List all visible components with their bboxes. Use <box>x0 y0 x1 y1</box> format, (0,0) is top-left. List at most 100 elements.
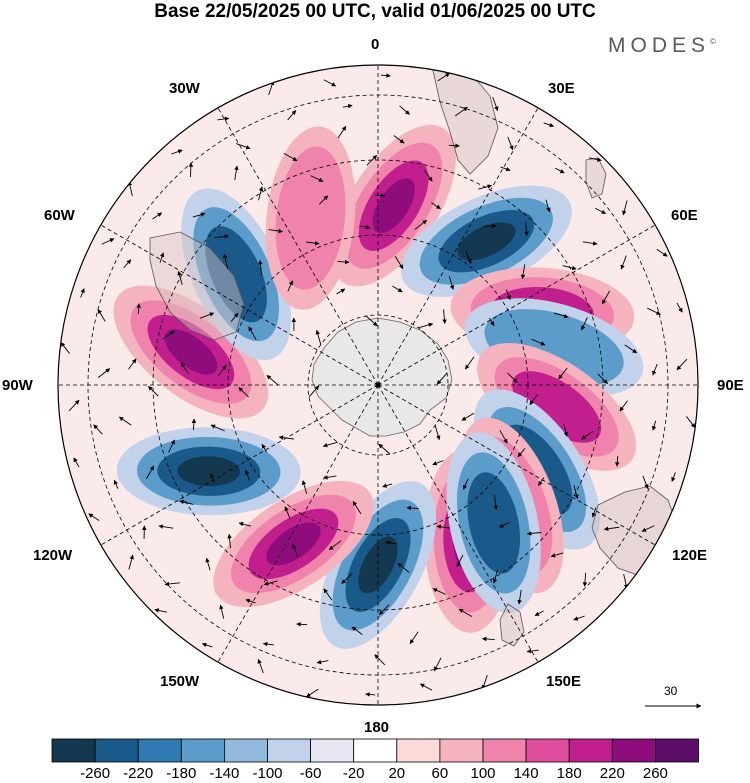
wind-vector-arrow <box>538 477 545 486</box>
colorbar-swatch <box>137 738 182 763</box>
anomaly-lobe-negative <box>116 427 301 516</box>
colorbar-swatch <box>482 738 527 763</box>
wind-vector-arrow <box>378 443 391 455</box>
anomaly-contour <box>512 371 602 443</box>
wind-vector-arrow <box>359 225 371 230</box>
colorbar-tick-labels: -260 -220 -180 -140 -100 -60 -20 20 60 100 140 180 2… <box>0 765 750 783</box>
colorbar-swatch <box>655 738 699 763</box>
colorbar-swatch <box>568 738 613 763</box>
wind-vector-arrow <box>351 626 363 635</box>
wind-vector-arrow <box>463 478 469 490</box>
colorbar-tick-label: -60 <box>299 765 322 782</box>
graticule <box>58 65 698 705</box>
wind-vector-arrow <box>238 521 251 527</box>
wind-vector-arrow <box>676 358 688 371</box>
wind-vector-arrow <box>481 636 495 642</box>
wind-vector-arrow <box>603 526 620 531</box>
wind-vector-arrow <box>492 96 499 112</box>
wind-vector-arrow <box>406 505 419 511</box>
wind-vector-arrow <box>258 186 264 201</box>
meridian-line <box>377 224 656 386</box>
wind-vector-arrow <box>543 122 555 128</box>
wind-vector-arrow <box>97 308 106 322</box>
wind-vector-arrow <box>328 540 342 551</box>
wind-vector-arrow <box>619 400 628 412</box>
latitude-circle <box>227 234 529 536</box>
wind-vector-arrow <box>581 430 594 440</box>
wind-vector-arrow <box>296 622 308 627</box>
wind-vector-arrow <box>287 110 297 121</box>
wind-vector-arrow <box>191 418 197 431</box>
wind-vector-arrow <box>531 338 546 346</box>
wind-vector-arrow <box>366 155 377 166</box>
wind-vector-arrow <box>397 562 410 573</box>
lon-label-180: 180 <box>364 719 390 736</box>
wind-vector-arrow <box>436 524 450 530</box>
anomaly-contour <box>372 178 415 234</box>
lon-label-30e: 30E <box>548 80 575 97</box>
wind-vector-arrow <box>526 531 542 536</box>
wind-vector-arrow <box>263 580 278 586</box>
wind-vector-arrow <box>323 79 337 87</box>
wind-vector-arrow <box>482 223 497 229</box>
wind-vector-arrow <box>301 480 308 494</box>
wind-vector-arrow <box>268 228 284 234</box>
wind-vector-arrow <box>505 289 511 301</box>
wind-vector-arrow <box>128 358 137 370</box>
colorbar-swatch <box>51 738 96 763</box>
anomaly-lobe-positive <box>477 343 637 471</box>
wind-vector-arrow <box>222 253 229 269</box>
wind-vector-arrow <box>641 525 655 532</box>
wind-vector-arrow <box>248 326 257 340</box>
wind-vector-arrow <box>517 589 522 605</box>
anomaly-lobe-negative <box>400 185 572 297</box>
wind-vector-arrow <box>323 475 337 480</box>
colorbar-tick-label: 100 <box>470 765 496 782</box>
wind-vector-arrow <box>337 125 347 139</box>
wind-vector-arrow <box>419 683 433 691</box>
wind-vector-arrow <box>414 219 428 230</box>
wind-vector-arrow <box>374 654 386 666</box>
new-zealand-landmass <box>499 603 525 647</box>
wind-vector-arrow <box>597 373 608 384</box>
wind-vector-arrow <box>558 367 568 380</box>
wind-vector-arrow <box>123 259 132 269</box>
colorbar-tick-label: 260 <box>642 765 668 782</box>
meridian-line <box>100 224 379 386</box>
wind-vector-arrow <box>686 416 696 428</box>
wind-vector-arrow <box>205 557 211 571</box>
wind-vector-arrow <box>423 169 433 182</box>
wind-vector-arrow <box>492 569 498 584</box>
colorbar-swatch <box>223 738 268 763</box>
wind-vector-arrow <box>287 280 293 292</box>
wind-vector-arrow <box>337 259 350 265</box>
wind-vector-arrow <box>392 285 403 293</box>
wind-vector-arrow <box>201 642 213 648</box>
wind-vector-arrow <box>352 500 362 515</box>
wind-vector-arrow <box>563 424 569 437</box>
colorbar-swatch <box>267 738 311 763</box>
colorbar-tick-label: -220 <box>123 765 154 782</box>
wind-vector-arrow <box>620 255 627 270</box>
latitude-circle <box>152 159 604 611</box>
lon-label-150e: 150E <box>546 673 582 690</box>
wind-vector-arrow <box>177 270 183 285</box>
wind-vector-arrow <box>88 513 100 521</box>
colorbar-tick-label: 60 <box>431 765 449 782</box>
anomaly-contour <box>177 456 240 487</box>
wind-vector-arrow <box>192 212 206 218</box>
wind-vector-arrow <box>478 184 493 190</box>
wind-vector-arrow <box>581 317 588 331</box>
wind-vector-arrow <box>526 648 539 654</box>
wind-vector-arrow <box>234 165 239 181</box>
anomaly-lobe-negative <box>181 188 292 361</box>
colorbar <box>51 738 699 763</box>
wind-vector-arrow <box>154 608 168 613</box>
wind-vector-arrow <box>292 543 299 558</box>
wind-vector-arrow <box>365 692 376 697</box>
lon-label-120e: 120E <box>672 547 708 564</box>
wind-vector-arrow <box>671 472 676 482</box>
wind-vector-arrow <box>489 317 495 327</box>
latitude-circle <box>87 94 669 676</box>
wind-vector-arrow <box>434 425 441 441</box>
